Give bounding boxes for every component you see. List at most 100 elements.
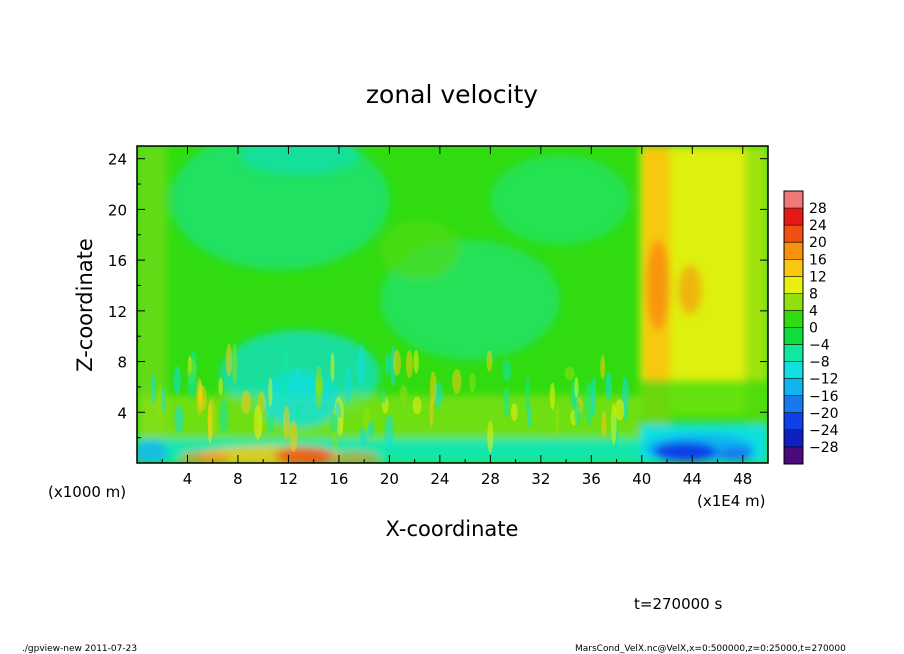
texture-streak (486, 350, 493, 372)
colorbar-swatch (784, 446, 803, 465)
texture-streak (187, 370, 198, 398)
texture-streak (503, 387, 510, 418)
colorbar-swatch (784, 293, 803, 311)
texture-streak (381, 389, 387, 404)
colorbar-label: 0 (809, 321, 818, 337)
heatmap-region (678, 265, 702, 315)
texture-streak (357, 344, 366, 388)
texture-streak (157, 383, 163, 423)
colorbar-label: −24 (809, 423, 839, 439)
colorbar-label: 4 (809, 303, 818, 319)
x-tick-label: 44 (683, 470, 702, 488)
texture-streak (283, 346, 290, 374)
x-tick-label: 8 (233, 470, 243, 488)
y-tick-label: 12 (108, 303, 127, 321)
texture-streak (430, 371, 437, 405)
colorbar-label: −28 (809, 440, 839, 456)
colorbar-swatch (784, 412, 803, 431)
texture-streak (510, 403, 518, 422)
x-tick-label: 20 (380, 470, 399, 488)
texture-streak (315, 366, 323, 410)
plot-frame (136, 145, 769, 464)
texture-streak (412, 396, 422, 415)
texture-streak (384, 353, 390, 376)
heatmap-field (137, 146, 768, 463)
texture-streak (399, 384, 408, 403)
colorbar-label: 28 (809, 201, 827, 217)
heatmap-region (330, 451, 380, 463)
texture-streak (584, 381, 594, 426)
y-tick-label: 8 (117, 354, 127, 372)
texture-streak (526, 405, 532, 428)
texture-streak (591, 376, 597, 416)
colorbar-swatch (784, 361, 803, 380)
heatmap-region (180, 451, 230, 463)
texture-streak (295, 401, 302, 418)
x-axis-ticks: 4 8 12 16 20 24 28 32 36 40 44 48 (161, 146, 752, 488)
texture-streak (174, 405, 184, 434)
x-tick-label: 32 (531, 470, 550, 488)
texture-streak (601, 411, 607, 438)
chart-title: zonal velocity (366, 80, 538, 109)
texture-streak (549, 382, 556, 410)
heatmap-region (745, 146, 768, 446)
x-tick-label: 24 (430, 470, 449, 488)
texture-streak (253, 405, 263, 440)
heatmap-region (653, 442, 717, 462)
texture-streak (280, 377, 288, 399)
colorbar-label: 24 (809, 218, 827, 234)
y-axis-ticks: 4 8 12 16 20 24 (108, 151, 768, 439)
texture-streak (487, 420, 494, 453)
texture-streak (367, 420, 375, 438)
x-tick-label: 36 (582, 470, 601, 488)
texture-streak (392, 350, 401, 376)
colorbar-swatch (784, 344, 803, 363)
colorbar-swatch (784, 327, 803, 345)
texture-streak (525, 376, 530, 412)
heatmap-region (380, 220, 460, 280)
colorbar-swatch (784, 429, 803, 448)
texture-streak (574, 401, 581, 427)
colorbar-swatch (784, 259, 803, 277)
y-tick-label: 16 (108, 252, 127, 270)
texture-streak (173, 366, 181, 395)
colorbar-label: −8 (809, 355, 830, 371)
colorbar-label: −20 (809, 406, 839, 422)
heatmap-region (490, 155, 630, 245)
texture-streak (196, 377, 203, 415)
texture-streak (161, 386, 166, 414)
x-tick-label: 16 (329, 470, 348, 488)
x-tick-label: 48 (733, 470, 752, 488)
texture-streak (502, 359, 512, 382)
texture-streak (344, 365, 352, 405)
texture-streak (267, 411, 274, 434)
texture-streak (289, 420, 298, 452)
texture-streak (283, 405, 290, 440)
texture-streak (211, 402, 218, 434)
x-tick-label: 40 (632, 470, 651, 488)
texture-streak (225, 343, 233, 377)
x-tick-label: 4 (183, 470, 193, 488)
y-tick-label: 20 (108, 201, 127, 219)
texture-streak (564, 366, 575, 381)
colorbar-label: 12 (809, 269, 827, 285)
footer-right-note: MarsCond_VelX.nc@VelX,x=0:500000,z=0:250… (575, 644, 846, 654)
y-axis-label: Z-coordinate (73, 238, 97, 372)
texture-streak (600, 354, 606, 380)
texture-streak (219, 399, 229, 435)
x-tick-label: 12 (279, 470, 298, 488)
colorbar-label: −4 (809, 338, 830, 354)
y-tick-label: 24 (108, 151, 127, 169)
time-label: t=270000 s (634, 595, 722, 613)
colorbar-label: 20 (809, 235, 827, 251)
colorbar-label: 8 (809, 286, 818, 302)
heatmap-region (240, 146, 360, 175)
colorbar-label: −16 (809, 389, 839, 405)
colorbar-swatch (784, 191, 803, 209)
colorbar-label: −12 (809, 372, 839, 388)
texture-streak (429, 398, 434, 428)
texture-streak (555, 404, 560, 436)
colorbar-label: 16 (809, 252, 827, 268)
texture-streak (218, 377, 223, 395)
